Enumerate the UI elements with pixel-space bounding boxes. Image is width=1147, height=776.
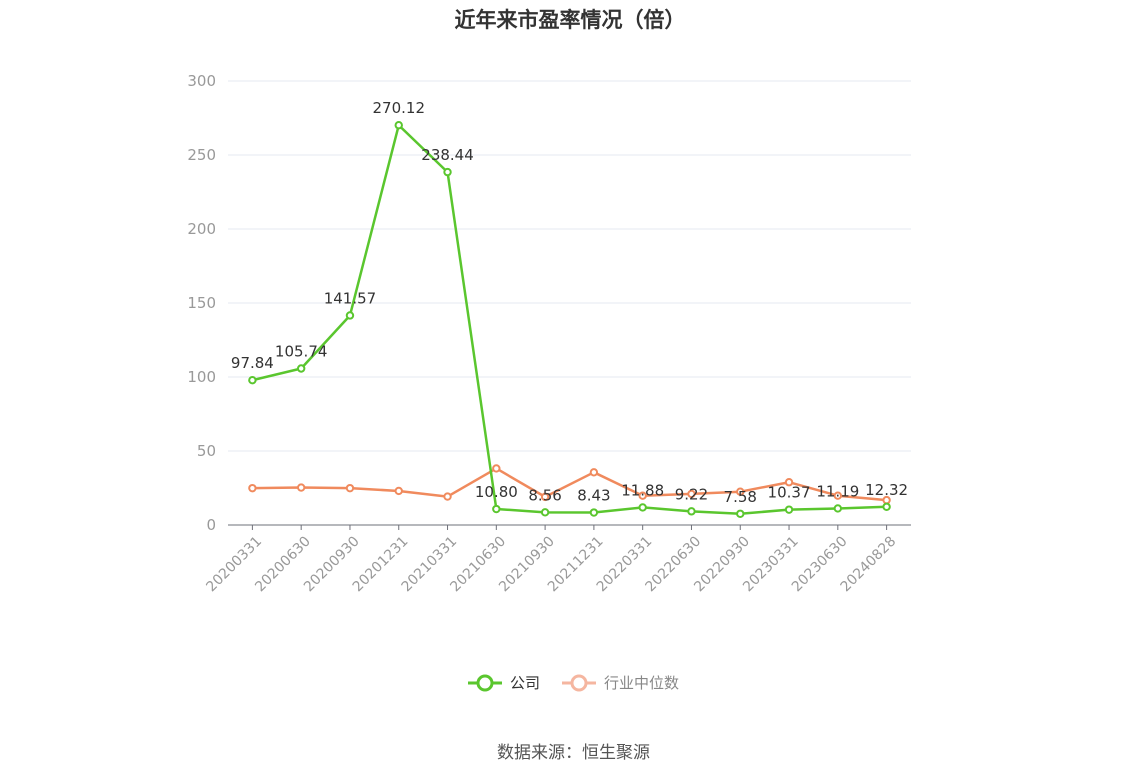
data-point-industry — [833, 491, 843, 500]
data-point-industry — [784, 478, 794, 487]
data-point-industry — [443, 492, 452, 501]
legend-industry-icon — [562, 674, 596, 691]
y-tick-label: 0 — [206, 516, 216, 534]
y-tick-label: 300 — [187, 72, 216, 90]
legend-company-icon — [467, 674, 502, 691]
data-label: 12.32 — [865, 481, 908, 499]
data-point-company — [833, 504, 843, 513]
data-point-company — [687, 507, 696, 516]
data-point-industry — [492, 464, 501, 473]
data-source: 数据来源：恒生聚源 — [497, 743, 650, 763]
data-label: 10.80 — [475, 483, 518, 501]
data-point-industry — [687, 489, 696, 499]
y-tick-label: 100 — [187, 368, 216, 386]
data-point-industry — [248, 483, 257, 493]
data-point-company — [736, 509, 745, 518]
data-label: 11.88 — [621, 481, 664, 499]
data-label: 97.84 — [231, 354, 274, 372]
series-line-company — [252, 123, 887, 516]
data-point-industry — [589, 468, 599, 477]
data-label: 11.19 — [816, 482, 859, 500]
data-label: 8.56 — [528, 486, 561, 504]
data-point-company — [345, 311, 355, 320]
legend-industry-label: 行业中位数 — [604, 674, 680, 692]
y-tick-label: 200 — [187, 220, 216, 238]
data-label: 105.74 — [275, 343, 328, 361]
data-label: 9.22 — [675, 485, 708, 503]
legend-item-company[interactable]: 公司 — [467, 672, 540, 693]
data-point-company — [248, 375, 257, 385]
data-point-industry — [736, 487, 745, 496]
data-label: 8.43 — [577, 487, 610, 505]
legend-company-label: 公司 — [509, 674, 540, 692]
data-label: 7.58 — [724, 488, 757, 506]
data-point-industry — [296, 483, 306, 492]
data-point-industry — [345, 483, 355, 493]
data-point-company — [589, 508, 599, 517]
data-label: 270.12 — [373, 99, 426, 117]
data-point-company — [296, 364, 306, 373]
data-point-company — [492, 504, 501, 514]
data-label: 238.44 — [421, 146, 474, 164]
data-point-industry — [638, 491, 647, 500]
data-point-company — [882, 502, 891, 511]
y-tick-label: 250 — [187, 146, 216, 164]
legend: 公司 行业中位数 — [0, 672, 1147, 693]
data-point-company — [638, 503, 647, 512]
data-label: 141.57 — [324, 289, 377, 307]
y-tick-label: 50 — [197, 442, 216, 460]
data-label: 10.37 — [768, 484, 811, 502]
chart-title: 近年来市盈率情况（倍） — [454, 8, 686, 32]
data-point-company — [394, 121, 403, 130]
series-line-industry — [252, 467, 887, 502]
y-tick-label: 150 — [187, 294, 216, 312]
data-point-industry — [540, 492, 550, 502]
data-point-company — [540, 508, 550, 517]
data-point-company — [784, 505, 794, 514]
legend-item-industry[interactable]: 行业中位数 — [562, 672, 679, 693]
data-point-industry — [394, 486, 403, 496]
data-point-company — [443, 167, 452, 177]
